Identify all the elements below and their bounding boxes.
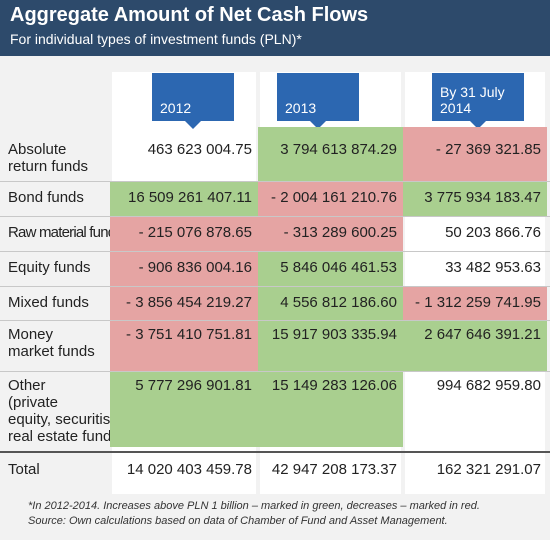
table-cell: - 2 004 161 210.76 [258, 181, 403, 216]
row-divider [0, 371, 550, 372]
table-cell: - 313 289 600.25 [258, 216, 403, 251]
table-cell: 2 647 646 391.21 [403, 320, 547, 371]
row-label: Mixed funds [8, 294, 89, 311]
total-cell: 14 020 403 459.78 [126, 461, 252, 478]
table-cell: - 3 856 454 219.27 [110, 286, 258, 320]
table-cell: 5 846 046 461.53 [258, 251, 403, 286]
table-cell: 33 482 953.63 [445, 259, 541, 276]
footer: *In 2012-2014. Increases above PLN 1 bil… [0, 494, 550, 540]
table-cell: 3 794 613 874.29 [258, 127, 403, 181]
table-cell: - 906 836 004.16 [110, 251, 258, 286]
data-table: 2012 2013 By 31 July 2014 Absolute return f… [0, 56, 550, 494]
column-header-2: 2013 [277, 73, 359, 129]
row-label: Raw material funds [8, 224, 123, 241]
table-cell: 5 777 296 901.81 [110, 371, 258, 447]
row-divider [0, 181, 550, 182]
footnote-source: Source: Own calculations based on data o… [28, 515, 448, 527]
table-cell: 15 917 903 335.94 [258, 320, 403, 371]
column-header-1: 2012 [152, 73, 234, 129]
row-divider [0, 286, 550, 287]
table-cell: 15 149 283 126.06 [258, 371, 403, 447]
header-bar: Aggregate Amount of Net Cash Flows For i… [0, 0, 550, 56]
row-label: Money market funds [8, 326, 95, 360]
row-divider [0, 320, 550, 321]
row-label: Equity funds [8, 259, 91, 276]
table-cell: 994 682 959.80 [436, 377, 541, 394]
footnote-criteria: *In 2012-2014. Increases above PLN 1 bil… [28, 500, 480, 512]
chart-title: Aggregate Amount of Net Cash Flows [10, 4, 369, 26]
table-cell: - 1 312 259 741.95 [403, 286, 547, 320]
total-cell: 162 321 291.07 [436, 461, 541, 478]
row-label: Absolute return funds [8, 141, 89, 175]
total-divider [0, 451, 550, 453]
total-cell: 42 947 208 173.37 [271, 461, 397, 478]
total-label: Total [8, 461, 40, 478]
row-label: Bond funds [8, 189, 84, 206]
row-divider [0, 251, 550, 252]
table-cell: 463 623 004.75 [147, 141, 252, 158]
chart-subtitle: For individual types of investment funds… [10, 31, 302, 47]
table-cell: - 27 369 321.85 [403, 127, 547, 181]
table-cell: - 215 076 878.65 [110, 216, 258, 251]
table-cell: 16 509 261 407.11 [110, 181, 258, 216]
column-header-3: By 31 July 2014 [432, 73, 524, 129]
table-cell: 3 775 934 183.47 [403, 181, 547, 216]
table-cell: 4 556 812 186.60 [258, 286, 403, 320]
table-cell: - 3 751 410 751.81 [110, 320, 258, 371]
table-cell: 50 203 866.76 [445, 224, 541, 241]
row-divider [0, 216, 550, 217]
